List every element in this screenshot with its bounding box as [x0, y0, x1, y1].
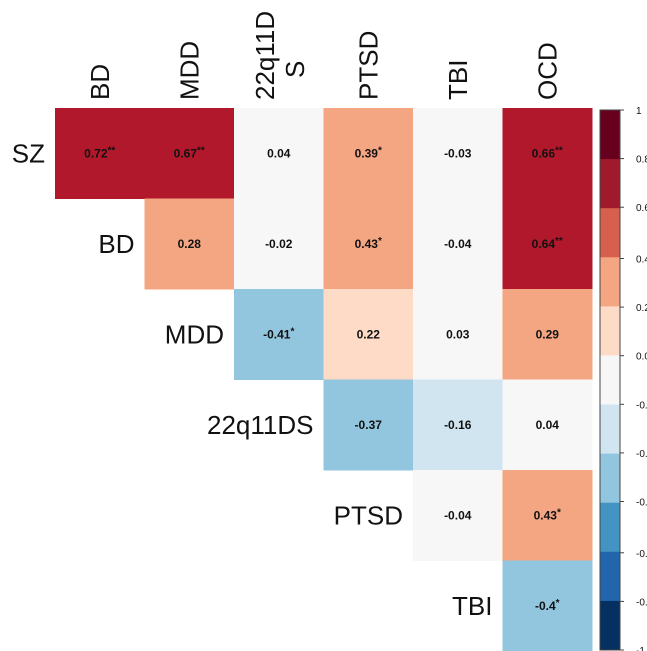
heatmap-cell [502, 289, 593, 380]
colorbar-frame [599, 109, 621, 651]
cell-value-label: -0.03 [444, 146, 472, 160]
colorbar-bin [600, 208, 620, 258]
colorbar-tick-label: -0.64 [636, 549, 647, 560]
heatmap-cell [413, 108, 503, 199]
heatmap-cell [144, 108, 235, 199]
heatmap-cell [323, 379, 414, 471]
cell-value-label: -0.41* [263, 326, 294, 341]
heatmap-cell [55, 108, 145, 199]
heatmap-cell [502, 108, 593, 199]
heatmap-cell [323, 198, 414, 290]
heatmap-cell [413, 379, 503, 471]
cell-value-label: -0.02 [265, 237, 293, 251]
cell-value-label: -0.04 [444, 237, 472, 251]
column-label: PTSD [353, 31, 383, 100]
cell-value-label: -0.4* [535, 598, 560, 613]
colorbar-bin [600, 355, 620, 406]
colorbar-bin [600, 110, 620, 160]
colorbar-bin [600, 404, 620, 455]
colorbar-tick-label: -0.09 [636, 400, 647, 411]
heatmap-cell [413, 470, 503, 561]
colorbar-tick-label: -0.82 [636, 597, 647, 608]
colorbar-tick-label: 0.27 [636, 303, 647, 314]
colorbar-tick-label: -0.27 [636, 449, 647, 460]
colorbar-tick-label: 0.82 [636, 155, 647, 166]
colorbar-bin [600, 257, 620, 307]
cell-value-label: 0.03 [446, 327, 470, 341]
heatmap-cell [502, 470, 593, 561]
cell-value-label: 0.04 [267, 146, 291, 160]
cell-value-label: 0.04 [536, 418, 560, 432]
heatmap-cell [144, 198, 235, 290]
row-label: TBI [452, 591, 492, 621]
heatmap-cell [502, 379, 593, 471]
column-label: TBI [443, 60, 473, 100]
cell-value-label: -0.04 [444, 508, 472, 522]
colorbar-bin [600, 453, 620, 504]
cell-value-label: 0.67** [174, 145, 205, 160]
cell-value-label: 0.43* [534, 507, 561, 522]
column-label: 22q11DS [250, 11, 310, 100]
colorbar-bin [600, 551, 620, 602]
cell-value-label: 0.66** [532, 145, 563, 160]
colorbar-bin [600, 159, 620, 209]
row-label: BD [98, 229, 134, 259]
colorbar-tick-label: 0.64 [636, 203, 647, 214]
colorbar-bin [600, 600, 620, 651]
cell-value-label: 0.29 [536, 327, 560, 341]
cell-value-label: 0.64** [532, 236, 563, 251]
row-label: 22q11DS [207, 410, 314, 440]
cell-value-label: 0.72** [84, 145, 115, 160]
heatmap-cell [323, 289, 414, 380]
cell-value-label: 0.39* [355, 145, 382, 160]
cell-value-label: -0.16 [444, 418, 472, 432]
column-label: MDD [174, 41, 204, 100]
colorbar-tick-label: -1 [636, 646, 645, 651]
cell-value-label: 0.22 [357, 327, 381, 341]
row-label: MDD [165, 319, 224, 349]
row-label: SZ [12, 138, 45, 168]
row-label: PTSD [334, 500, 403, 530]
colorbar-tick-label: -0.45 [636, 498, 647, 509]
cell-value-label: -0.37 [355, 418, 383, 432]
heatmap-cell [323, 108, 414, 199]
colorbar-bin [600, 306, 620, 356]
heatmap-cell [234, 108, 324, 199]
colorbar-tick-label: 0.45 [636, 255, 647, 266]
heatmap-cell [413, 198, 503, 290]
column-label: BD [85, 64, 115, 100]
colorbar-tick-label: 0.09 [636, 352, 647, 363]
cell-value-label: 0.28 [178, 237, 202, 251]
heatmap-cell [234, 289, 324, 380]
heatmap-cell [413, 289, 503, 380]
cell-value-label: 0.43* [355, 236, 382, 251]
column-label: OCD [532, 42, 562, 100]
colorbar-bin [600, 502, 620, 553]
heatmap-cell [502, 560, 593, 651]
heatmap-cell [234, 198, 324, 290]
heatmap-cell [502, 198, 593, 290]
colorbar-tick-label: 1 [636, 106, 642, 117]
